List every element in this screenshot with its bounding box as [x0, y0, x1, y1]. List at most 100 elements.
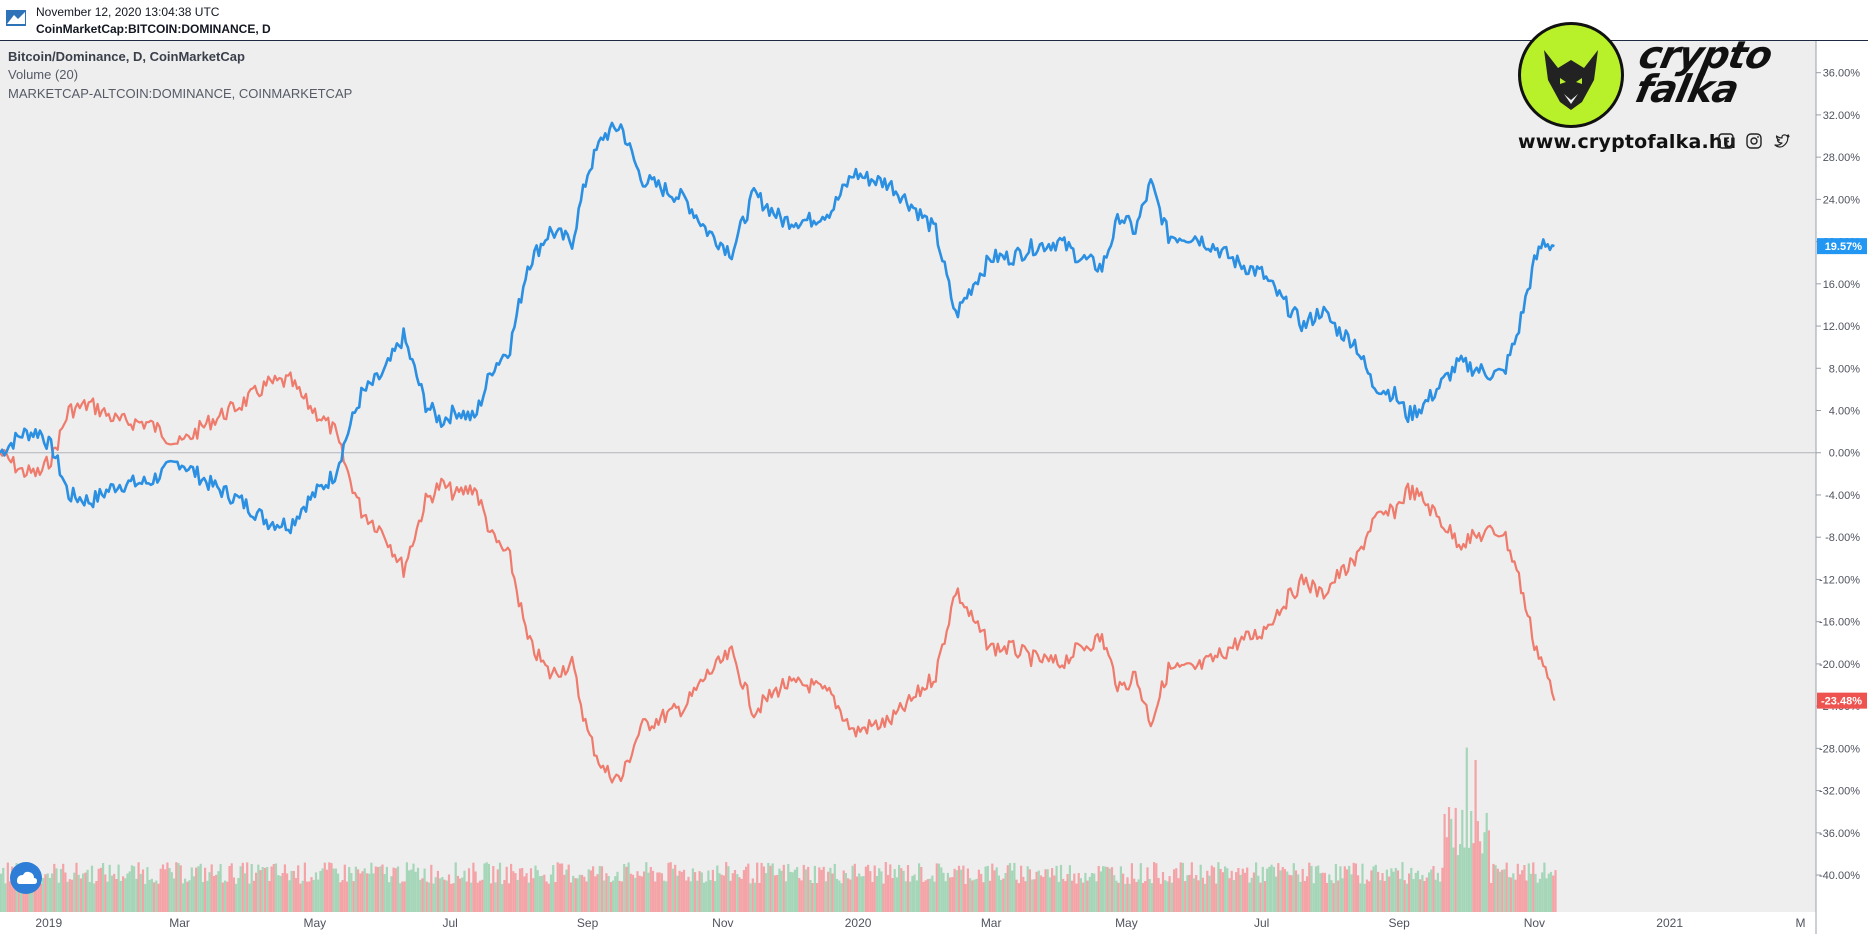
volume-bar [1022, 876, 1025, 912]
volume-bar [707, 870, 710, 912]
volume-bar [873, 865, 876, 912]
volume-bar [1028, 869, 1031, 912]
volume-bar [288, 880, 291, 912]
volume-bar [629, 873, 632, 912]
volume-bar [390, 876, 393, 912]
volume-bar [141, 869, 145, 912]
legend-compare-series[interactable]: MARKETCAP-ALTCOIN:DOMINANCE, COINMARKETC… [8, 86, 353, 101]
volume-bar [128, 871, 131, 912]
volume-bar [847, 878, 850, 912]
volume-bar [255, 872, 258, 912]
volume-bar [215, 874, 218, 912]
instagram-icon[interactable] [1746, 133, 1762, 149]
tradingview-watermark-icon[interactable] [10, 862, 42, 894]
volume-bar [534, 865, 537, 912]
volume-bar [523, 876, 526, 912]
twitter-icon[interactable] [1774, 133, 1790, 149]
volume-bar [1419, 879, 1422, 912]
volume-bar [1157, 877, 1160, 912]
volume-bar [210, 864, 213, 912]
volume-bar [388, 882, 391, 912]
volume-bar [1554, 870, 1557, 912]
volume-bar [179, 865, 182, 912]
volume-bar [1177, 878, 1180, 912]
volume-bar [649, 867, 652, 912]
volume-bar [1059, 864, 1063, 912]
volume-bar [161, 864, 165, 912]
volume-bar [776, 874, 779, 912]
volume-bar [1011, 870, 1014, 912]
volume-bar [1192, 878, 1196, 912]
volume-bar [838, 880, 841, 912]
volume-bar [1090, 873, 1094, 912]
volume-bar [1210, 865, 1213, 912]
volume-bar [268, 881, 271, 912]
volume-bar [678, 870, 681, 912]
volume-bar [798, 878, 801, 912]
volume-bar [592, 866, 595, 912]
volume-bar [79, 878, 82, 912]
volume-bar [716, 865, 719, 912]
volume-bar [1470, 811, 1473, 912]
volume-bar [310, 877, 313, 912]
volume-bar [1512, 873, 1515, 912]
volume-bar [1545, 878, 1548, 912]
volume-bar [1319, 873, 1322, 912]
volume-bar [1135, 882, 1138, 912]
volume-bar [789, 871, 792, 912]
volume-bar [618, 880, 621, 912]
price-axis[interactable] [1816, 41, 1868, 934]
volume-bar [17, 881, 20, 912]
volume-bar [580, 874, 584, 912]
volume-bar [554, 882, 557, 912]
volume-bar [24, 877, 27, 912]
volume-bar [108, 864, 111, 912]
volume-bar [1124, 883, 1127, 912]
volume-bar [1002, 878, 1005, 912]
volume-bar [800, 880, 803, 912]
volume-bar [676, 875, 679, 912]
volume-bar [682, 869, 686, 912]
volume-bar [1226, 868, 1229, 912]
volume-bar [1004, 873, 1007, 912]
volume-bar [359, 873, 362, 912]
volume-bar [414, 871, 417, 912]
volume-bar [1283, 869, 1286, 912]
volume-bar [283, 864, 286, 912]
legend-main-series[interactable]: Bitcoin/Dominance, D, CoinMarketCap [8, 49, 245, 64]
volume-bar [270, 866, 273, 912]
volume-bar [474, 871, 477, 912]
volume-bar [1328, 874, 1331, 912]
brand-name: crypto falka [1629, 33, 1813, 111]
volume-bar [875, 876, 878, 912]
volume-bar [99, 867, 102, 912]
volume-bar [206, 880, 209, 912]
chart-area[interactable]: 36.00%32.00%28.00%24.00%20.00%16.00%12.0… [0, 41, 1868, 934]
volume-bar [1341, 878, 1344, 912]
volume-bar [510, 863, 513, 912]
volume-bar [733, 870, 737, 912]
x-tick-label: 2020 [845, 916, 872, 930]
volume-bar [1479, 841, 1482, 912]
volume-bar [28, 878, 31, 912]
volume-bar [906, 865, 910, 912]
volume-bar [1388, 876, 1391, 912]
volume-bar [971, 880, 974, 912]
volume-bar [1159, 883, 1162, 912]
volume-bar [221, 882, 224, 912]
volume-bar [940, 867, 943, 912]
volume-bar [297, 865, 300, 912]
volume-bar [454, 862, 457, 912]
volume-bar [62, 863, 65, 912]
volume-bar [401, 881, 404, 912]
volume-bar [345, 881, 349, 912]
volume-bar [110, 875, 114, 912]
volume-bar [909, 881, 912, 912]
time-axis[interactable] [0, 912, 1816, 934]
legend-volume[interactable]: Volume (20) [8, 67, 79, 82]
volume-bar [827, 871, 830, 912]
facebook-icon[interactable] [1718, 133, 1734, 149]
volume-bar [368, 873, 371, 912]
volume-bar [1461, 809, 1464, 912]
volume-bar [399, 883, 402, 912]
